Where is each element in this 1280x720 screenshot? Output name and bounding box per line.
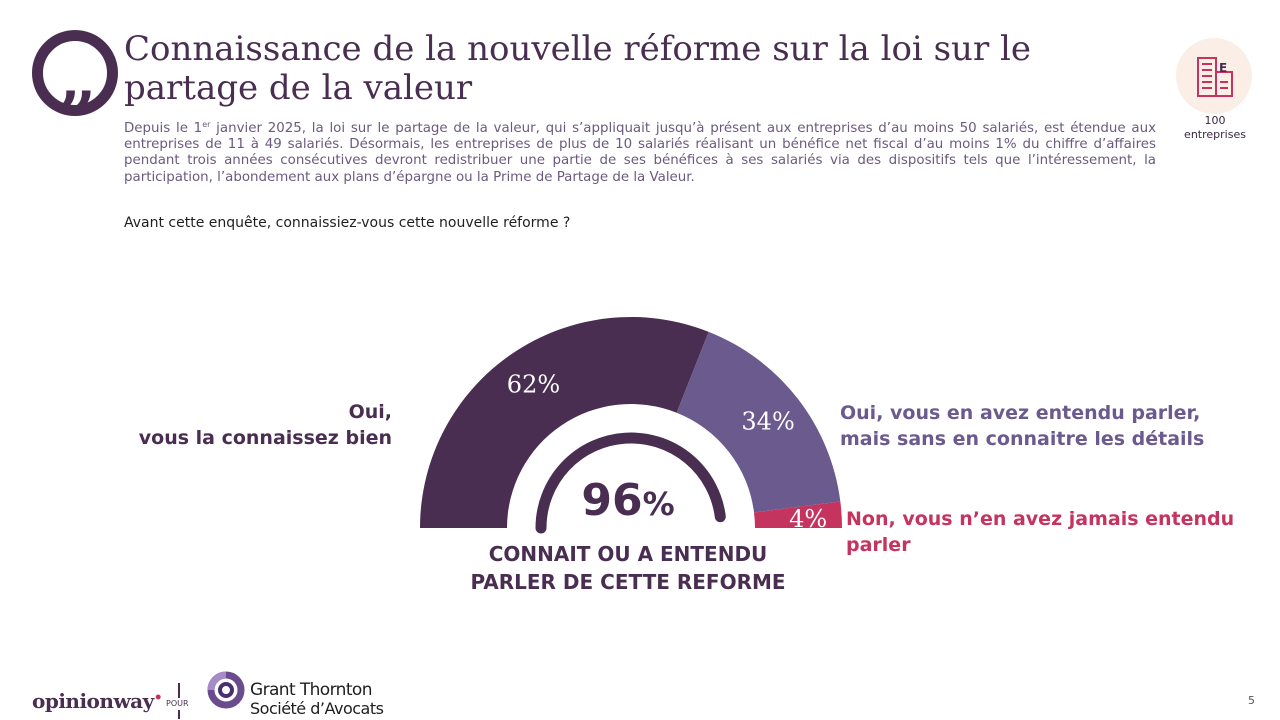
sample-unit: entreprises [1184,128,1246,141]
slice-value-oui-bien: 62% [507,371,560,399]
partner-subtitle: Société d’Avocats [250,699,384,718]
grant-thornton-logo-mark [207,671,245,709]
total-number: 96 [581,475,643,526]
page-number: 5 [1248,694,1255,707]
intro-text: Depuis le 1er janvier 2025, la loi sur l… [124,121,1156,186]
slice-non [754,501,842,528]
sample-count: 100 [1204,114,1226,127]
total-caption: CONNAIT OU A ENTENDU PARLER DE CETTE REF… [470,542,786,594]
slice-oui-bien [420,316,709,528]
intro-start: Depuis le 1 [124,121,203,136]
page-title: Connaissance de la nouvelle réforme sur … [124,29,1032,108]
slice-label-oui-entendu: Oui, vous en avez entendu parler, mais sa… [840,402,1205,450]
pour-label: POUR [166,698,189,710]
total-gauge-fill [535,432,726,534]
intro-rest: janvier 2025, la loi sur le partage de l… [124,121,1156,185]
slice-value-non: 4% [789,505,827,533]
svg-text:E: E [1219,61,1227,75]
opinionway-logo: opinionway• [32,689,163,713]
quote-icon: ,, [32,30,118,116]
slice-oui-entendu [676,331,841,513]
intro-sup: er [202,120,211,129]
building-icon: E [1176,38,1252,114]
slice-label-oui-bien: Oui, vous la connaissez bien [138,401,392,449]
total-unit: % [642,485,675,523]
sample-size: 100 entreprises [1172,114,1258,142]
partner-name: Grant Thornton [250,680,372,700]
total-value: 96% [558,476,698,529]
survey-question: Avant cette enquête, connaissiez-vous ce… [124,215,571,231]
slice-label-non: Non, vous n’en avez jamais entendu parler [846,508,1235,556]
slice-value-oui-entendu: 34% [741,408,794,436]
opinionway-wordmark: opinionway [32,689,154,713]
